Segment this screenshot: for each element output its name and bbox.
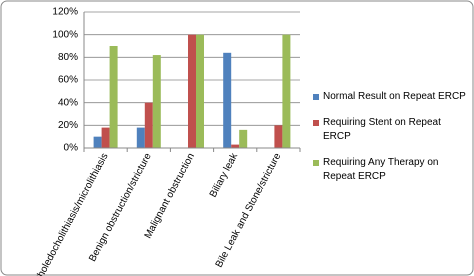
bar (136, 127, 145, 148)
bar (239, 129, 248, 148)
bar (196, 34, 204, 148)
legend-swatch (313, 94, 319, 100)
legend: Normal Result on Repeat ERCP Requiring St… (313, 90, 469, 196)
bar (274, 125, 283, 148)
y-tick-label: 20% (58, 120, 78, 131)
bar (282, 34, 291, 148)
y-tick-label: 120% (52, 7, 78, 18)
bar (152, 55, 161, 148)
y-tick-label: 0% (64, 143, 79, 154)
bar (231, 144, 240, 148)
bar (93, 136, 102, 148)
bar (144, 102, 153, 148)
legend-label: Requiring Any Therapy on Repeat ERCP (323, 157, 439, 182)
legend-swatch (313, 120, 319, 126)
y-tick-label: 80% (58, 52, 78, 63)
legend-swatch (313, 160, 319, 166)
legend-item: Requiring Stent on Repeat ERCP (313, 116, 469, 144)
legend-item: Requiring Any Therapy on Repeat ERCP (313, 156, 469, 184)
legend-label: Normal Result on Repeat ERCP (323, 91, 466, 102)
bar (223, 52, 232, 148)
y-tick-label: 60% (58, 75, 78, 86)
bar (109, 46, 118, 148)
legend-label: Requiring Stent on Repeat ERCP (323, 117, 441, 142)
bar (101, 127, 110, 148)
y-tick-label: 40% (58, 97, 78, 108)
legend-item: Normal Result on Repeat ERCP (313, 90, 469, 104)
bar (188, 34, 196, 148)
y-tick-label: 100% (52, 29, 78, 40)
